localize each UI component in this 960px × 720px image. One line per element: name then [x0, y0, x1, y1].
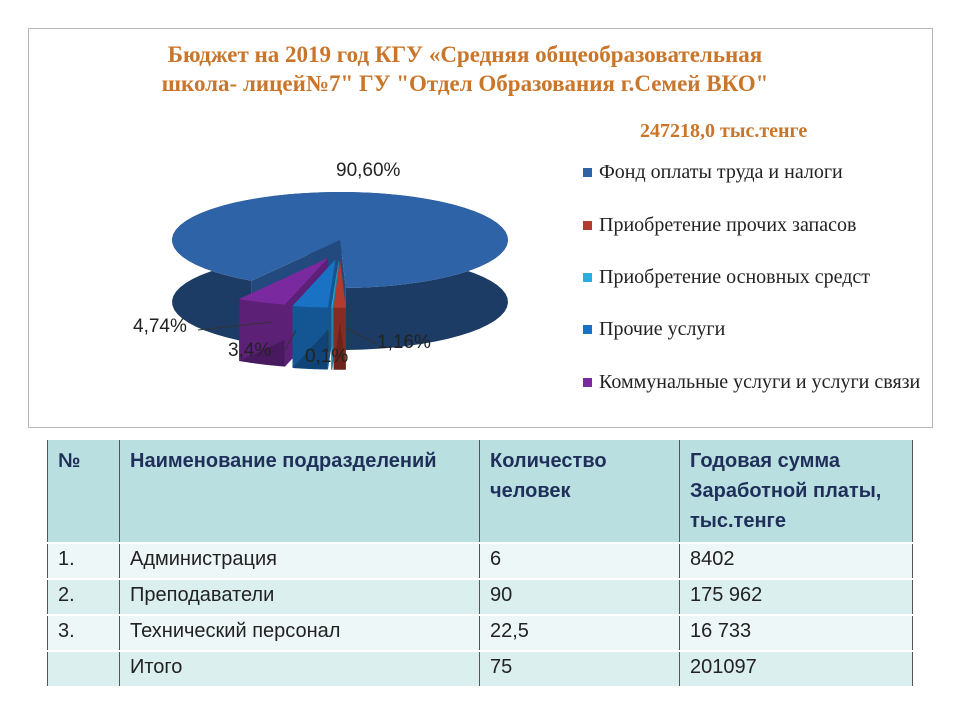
- table-row: 3. Технический персонал 22,5 16 733: [47, 614, 913, 652]
- pie-chart: [172, 192, 508, 370]
- data-label-2: 0,1%: [305, 346, 349, 367]
- chart-title: Бюджет на 2019 год КГУ «Средняя общеобра…: [0, 40, 930, 98]
- data-label-1: 1,16%: [377, 332, 431, 353]
- table-row: Итого 75 201097: [47, 650, 913, 688]
- legend-swatch: [583, 168, 592, 177]
- legend-swatch: [583, 325, 592, 334]
- legend-item: Коммунальные услуги и услуги связи: [583, 370, 928, 394]
- cell: 1.: [47, 542, 120, 580]
- cell: [47, 650, 120, 688]
- header-number: №: [47, 438, 120, 544]
- legend-item: Фонд оплаты труда и налоги: [583, 160, 843, 184]
- cell: Итого: [119, 650, 480, 688]
- legend-item: Прочие услуги: [583, 317, 725, 341]
- cell: 3.: [47, 614, 120, 652]
- salary-table: № Наименование подразделений Количество …: [47, 438, 913, 688]
- legend-label: Прочие услуги: [599, 318, 726, 340]
- cell: 16 733: [679, 614, 913, 652]
- cell: 75: [479, 650, 680, 688]
- title-line-2: школа- лицей№7" ГУ "Отдел Образования г.…: [161, 71, 769, 96]
- cell: Администрация: [119, 542, 480, 580]
- title-line-1: Бюджет на 2019 год КГУ «Средняя общеобра…: [167, 42, 763, 67]
- leader-line: [345, 327, 377, 345]
- data-label-0: 90,60%: [336, 160, 401, 181]
- cell: Технический персонал: [119, 614, 480, 652]
- legend-label: Приобретение основных средст: [599, 266, 871, 288]
- legend-swatch: [583, 273, 592, 282]
- cell: Преподаватели: [119, 578, 480, 616]
- data-label-3: 3,4%: [228, 340, 272, 361]
- cell: 2.: [47, 578, 120, 616]
- legend-label: Приобретение прочих запасов: [599, 214, 857, 236]
- table-row: 1. Администрация 6 8402: [47, 542, 913, 580]
- cell: 6: [479, 542, 680, 580]
- cell: 201097: [679, 650, 913, 688]
- legend-item: Приобретение прочих запасов: [583, 213, 856, 237]
- pie-slice-1: [333, 259, 346, 370]
- legend-label: Фонд оплаты труда и налоги: [599, 161, 843, 183]
- table-header-row: № Наименование подразделений Количество …: [47, 438, 913, 544]
- cell: 90: [479, 578, 680, 616]
- header-count: Количество человек: [479, 438, 680, 544]
- table-row: 2. Преподаватели 90 175 962: [47, 578, 913, 616]
- cell: 22,5: [479, 614, 680, 652]
- leader-line: [284, 329, 297, 351]
- header-department: Наименование подразделений: [119, 438, 480, 544]
- data-label-4: 4,74%: [133, 316, 187, 337]
- chart-subtitle: 247218,0 тыс.тенге: [640, 120, 808, 142]
- legend-swatch: [583, 378, 592, 387]
- cell: 8402: [679, 542, 913, 580]
- legend-label: Коммунальные услуги и услуги связи: [599, 371, 921, 393]
- leader-line: [197, 321, 273, 331]
- header-salary: Годовая сумма Заработной платы, тыс.тенг…: [679, 438, 913, 544]
- legend-item: Приобретение основных средст: [583, 265, 870, 289]
- cell: 175 962: [679, 578, 913, 616]
- legend-swatch: [583, 221, 592, 230]
